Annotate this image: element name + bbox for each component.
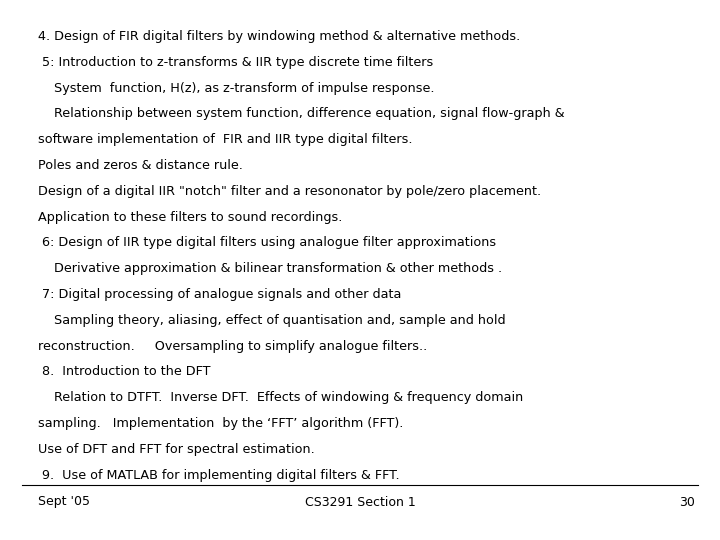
Text: Poles and zeros & distance rule.: Poles and zeros & distance rule. [38, 159, 243, 172]
Text: Sampling theory, aliasing, effect of quantisation and, sample and hold: Sampling theory, aliasing, effect of qua… [38, 314, 505, 327]
Text: 6: Design of IIR type digital filters using analogue filter approximations: 6: Design of IIR type digital filters us… [38, 237, 496, 249]
Text: Design of a digital IIR "notch" filter and a resononator by pole/zero placement.: Design of a digital IIR "notch" filter a… [38, 185, 541, 198]
Text: software implementation of  FIR and IIR type digital filters.: software implementation of FIR and IIR t… [38, 133, 413, 146]
Text: 9.  Use of MATLAB for implementing digital filters & FFT.: 9. Use of MATLAB for implementing digita… [38, 469, 400, 482]
Text: 4. Design of FIR digital filters by windowing method & alternative methods.: 4. Design of FIR digital filters by wind… [38, 30, 521, 43]
Text: reconstruction.     Oversampling to simplify analogue filters..: reconstruction. Oversampling to simplify… [38, 340, 427, 353]
Text: Sept '05: Sept '05 [38, 496, 90, 509]
Text: 8.  Introduction to the DFT: 8. Introduction to the DFT [38, 366, 210, 379]
Text: CS3291 Section 1: CS3291 Section 1 [305, 496, 415, 509]
Text: 7: Digital processing of analogue signals and other data: 7: Digital processing of analogue signal… [38, 288, 401, 301]
Text: 30: 30 [679, 496, 695, 509]
Text: Derivative approximation & bilinear transformation & other methods .: Derivative approximation & bilinear tran… [38, 262, 502, 275]
Text: Use of DFT and FFT for spectral estimation.: Use of DFT and FFT for spectral estimati… [38, 443, 315, 456]
Text: Relationship between system function, difference equation, signal flow-graph &: Relationship between system function, di… [38, 107, 564, 120]
Text: Application to these filters to sound recordings.: Application to these filters to sound re… [38, 211, 343, 224]
Text: sampling.   Implementation  by the ‘FFT’ algorithm (FFT).: sampling. Implementation by the ‘FFT’ al… [38, 417, 403, 430]
Text: Relation to DTFT.  Inverse DFT.  Effects of windowing & frequency domain: Relation to DTFT. Inverse DFT. Effects o… [38, 391, 523, 404]
Text: 5: Introduction to z-transforms & IIR type discrete time filters: 5: Introduction to z-transforms & IIR ty… [38, 56, 433, 69]
Text: System  function, H(z), as z-transform of impulse response.: System function, H(z), as z-transform of… [38, 82, 434, 94]
